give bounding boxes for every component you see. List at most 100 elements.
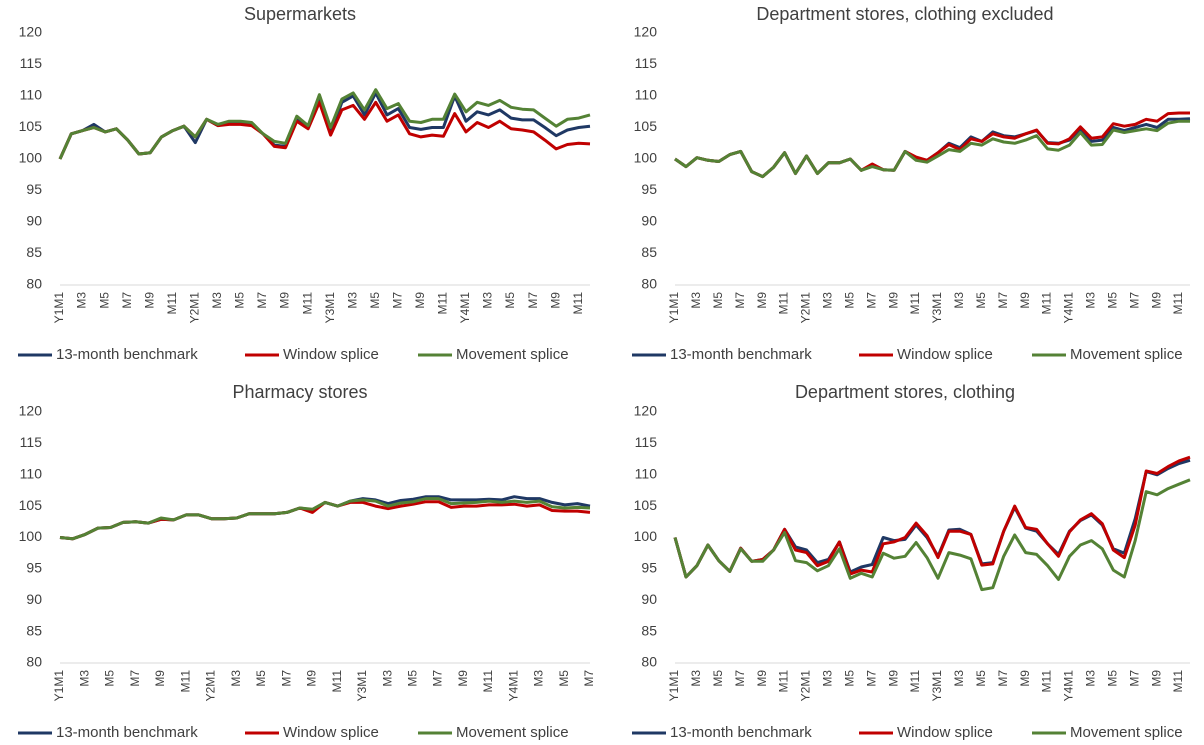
x-tick-label: Y4M1 xyxy=(458,292,472,324)
x-tick-label: Y4M1 xyxy=(1062,292,1076,324)
y-tick-label: 120 xyxy=(634,24,658,40)
x-tick-label: M5 xyxy=(254,670,268,687)
legend-label: 13-month benchmark xyxy=(670,346,812,363)
x-tick-label: M9 xyxy=(886,670,900,687)
x-tick-label: M5 xyxy=(406,670,420,687)
x-tick-label: M7 xyxy=(1127,292,1141,309)
series-line xyxy=(674,117,1191,179)
x-tick-label: M5 xyxy=(368,292,382,309)
legend-label: Window splice xyxy=(283,724,379,741)
x-tick-label: M9 xyxy=(1018,292,1032,309)
y-tick-label: 115 xyxy=(20,434,43,450)
x-tick-label: M11 xyxy=(178,670,192,693)
x-tick-label: M9 xyxy=(305,670,319,687)
y-tick-label: 90 xyxy=(26,591,42,607)
y-tick-label: 95 xyxy=(26,560,42,576)
x-tick-label: M7 xyxy=(864,292,878,309)
chart-title: Department stores, clothing excluded xyxy=(756,4,1053,24)
x-tick-label: M3 xyxy=(380,670,394,687)
x-tick-label: M5 xyxy=(97,292,111,309)
legend-label: Window splice xyxy=(897,724,993,741)
y-tick-label: 100 xyxy=(19,528,43,544)
x-tick-label: M5 xyxy=(1105,670,1119,687)
legend-label: Movement splice xyxy=(1070,346,1183,363)
y-tick-label: 90 xyxy=(641,213,657,229)
x-tick-label: M5 xyxy=(974,670,988,687)
y-tick-label: 95 xyxy=(641,181,657,197)
x-tick-label: M3 xyxy=(481,292,495,309)
x-tick-label: M9 xyxy=(755,292,769,309)
x-tick-label: M7 xyxy=(582,670,596,687)
x-tick-label: M7 xyxy=(390,292,404,309)
x-tick-label: M9 xyxy=(548,292,562,309)
x-tick-label: M3 xyxy=(229,670,243,687)
x-tick-label: M7 xyxy=(431,670,445,687)
x-tick-label: M3 xyxy=(210,292,224,309)
x-tick-label: M9 xyxy=(1149,292,1163,309)
x-tick-label: M9 xyxy=(153,670,167,687)
x-tick-label: M11 xyxy=(1171,292,1185,315)
x-tick-label: M3 xyxy=(952,292,966,309)
x-tick-label: Y2M1 xyxy=(799,670,813,702)
x-tick-label: Y2M1 xyxy=(799,292,813,324)
x-tick-label: Y2M1 xyxy=(204,670,218,702)
y-tick-label: 80 xyxy=(641,276,657,292)
x-tick-label: Y1M1 xyxy=(52,292,66,324)
x-tick-label: M7 xyxy=(996,292,1010,309)
chart-title: Pharmacy stores xyxy=(232,382,367,402)
x-tick-label: M9 xyxy=(1018,670,1032,687)
x-tick-label: Y4M1 xyxy=(506,670,520,702)
legend-label: 13-month benchmark xyxy=(56,724,198,741)
x-tick-label: M11 xyxy=(1040,292,1054,315)
x-tick-label: M5 xyxy=(842,670,856,687)
x-tick-label: M11 xyxy=(908,670,922,693)
legend-label: 13-month benchmark xyxy=(670,724,812,741)
x-tick-label: M11 xyxy=(777,292,791,315)
y-tick-label: 120 xyxy=(634,403,658,419)
y-tick-label: 110 xyxy=(635,465,658,481)
x-tick-label: M7 xyxy=(733,670,747,687)
x-tick-label: Y1M1 xyxy=(667,292,681,324)
y-tick-label: 110 xyxy=(20,465,43,481)
x-tick-label: M9 xyxy=(413,292,427,309)
x-tick-label: Y1M1 xyxy=(667,670,681,702)
x-tick-label: M11 xyxy=(481,670,495,693)
x-tick-label: M5 xyxy=(711,670,725,687)
x-tick-label: M7 xyxy=(120,292,134,309)
x-tick-label: Y3M1 xyxy=(930,670,944,702)
chart-title: Department stores, clothing xyxy=(795,382,1015,402)
y-tick-label: 80 xyxy=(641,654,657,670)
y-tick-label: 100 xyxy=(19,150,43,166)
x-tick-label: M7 xyxy=(864,670,878,687)
x-tick-label: M11 xyxy=(777,670,791,693)
y-tick-label: 90 xyxy=(641,591,657,607)
series-line xyxy=(674,111,1190,179)
x-tick-label: M7 xyxy=(733,292,747,309)
y-tick-label: 95 xyxy=(26,181,42,197)
x-tick-label: Y3M1 xyxy=(930,292,944,324)
x-tick-label: M9 xyxy=(456,670,470,687)
x-tick-label: M3 xyxy=(689,292,703,309)
series-line xyxy=(674,119,1190,179)
x-tick-label: Y3M1 xyxy=(355,670,369,702)
x-tick-label: M7 xyxy=(996,670,1010,687)
y-tick-label: 80 xyxy=(26,276,42,292)
x-tick-label: M7 xyxy=(526,292,540,309)
x-tick-label: M3 xyxy=(952,670,966,687)
y-tick-label: 115 xyxy=(20,55,43,71)
legend-label: Movement splice xyxy=(456,724,569,741)
x-tick-label: M3 xyxy=(821,670,835,687)
series-line xyxy=(59,497,591,541)
x-tick-label: M3 xyxy=(1084,292,1098,309)
series-line xyxy=(673,478,1191,592)
y-tick-label: 110 xyxy=(20,87,43,103)
series-line xyxy=(58,88,591,160)
x-tick-label: M5 xyxy=(103,670,117,687)
y-tick-label: 95 xyxy=(641,560,657,576)
y-tick-label: 120 xyxy=(19,24,43,40)
x-tick-label: Y1M1 xyxy=(52,670,66,702)
x-tick-label: M11 xyxy=(908,292,922,315)
x-tick-label: M7 xyxy=(279,670,293,687)
y-tick-label: 100 xyxy=(634,528,658,544)
x-tick-label: Y4M1 xyxy=(1062,670,1076,702)
